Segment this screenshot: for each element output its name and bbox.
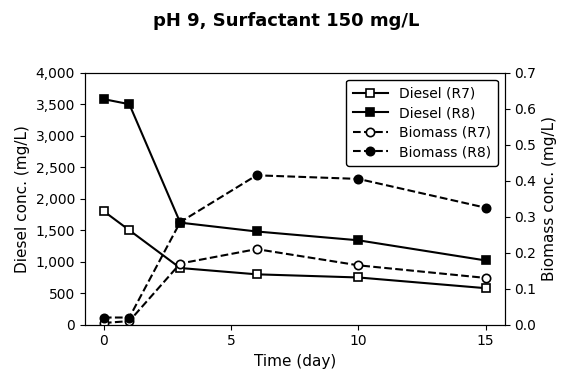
Y-axis label: Biomass conc. (mg/L): Biomass conc. (mg/L) [542, 116, 557, 281]
Diesel (R8) [482, 258, 489, 263]
Y-axis label: Diesel conc. (mg/L): Diesel conc. (mg/L) [15, 125, 30, 273]
Diesel (R7) [177, 266, 184, 270]
Biomass (R7) [177, 261, 184, 266]
Biomass (R7) [101, 321, 108, 325]
Biomass (R8) [355, 177, 362, 181]
Diesel (R7) [482, 286, 489, 290]
Diesel (R8) [126, 102, 133, 106]
Text: pH 9, Surfactant 150 mg/L: pH 9, Surfactant 150 mg/L [153, 12, 419, 30]
Biomass (R8) [253, 173, 260, 178]
Legend: Diesel (R7), Diesel (R8), Biomass (R7), Biomass (R8): Diesel (R7), Diesel (R8), Biomass (R7), … [346, 79, 498, 166]
Line: Biomass (R7): Biomass (R7) [100, 245, 490, 327]
Biomass (R8) [101, 315, 108, 320]
Biomass (R7) [126, 319, 133, 323]
Biomass (R7) [355, 263, 362, 268]
Diesel (R7) [355, 275, 362, 280]
Diesel (R8) [253, 229, 260, 234]
Biomass (R8) [482, 205, 489, 210]
Diesel (R7) [101, 209, 108, 214]
X-axis label: Time (day): Time (day) [253, 354, 336, 369]
Diesel (R8) [355, 238, 362, 243]
Line: Biomass (R8): Biomass (R8) [100, 171, 490, 322]
Diesel (R7) [126, 228, 133, 233]
Diesel (R8) [177, 220, 184, 225]
Line: Diesel (R7): Diesel (R7) [100, 207, 490, 292]
Line: Diesel (R8): Diesel (R8) [100, 95, 490, 265]
Biomass (R7) [253, 247, 260, 252]
Biomass (R8) [126, 315, 133, 320]
Biomass (R7) [482, 276, 489, 280]
Diesel (R7) [253, 272, 260, 276]
Diesel (R8) [101, 97, 108, 101]
Biomass (R8) [177, 220, 184, 224]
